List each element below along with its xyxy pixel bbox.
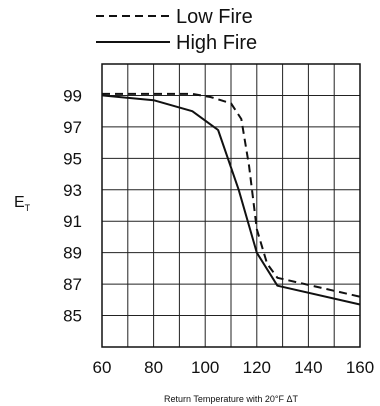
- series-line-low-fire: [102, 92, 361, 298]
- series-layer: [101, 92, 361, 306]
- y-tick-label: 95: [63, 149, 82, 168]
- legend: Low Fire High Fire: [96, 6, 257, 54]
- y-tick-label: 93: [63, 181, 82, 200]
- y-axis-label: ET: [14, 194, 31, 213]
- legend-label: Low Fire: [176, 6, 253, 28]
- y-tick-label: 91: [63, 212, 82, 231]
- y-axis-label-subscript: T: [25, 203, 31, 213]
- x-tick-label: 120: [243, 358, 271, 377]
- plot-frame: [101, 63, 361, 348]
- grid: [102, 64, 360, 347]
- y-tick-label: 89: [63, 244, 82, 263]
- x-tick-label: 60: [93, 358, 112, 377]
- x-tick-label: 160: [346, 358, 374, 377]
- y-tick-label: 87: [63, 275, 82, 294]
- legend-label: High Fire: [176, 32, 257, 54]
- x-tick-label: 100: [191, 358, 219, 377]
- y-axis-label-main: E: [14, 194, 25, 211]
- y-tick-label: 99: [63, 86, 82, 105]
- tick-labels: 60 80 100 120 140 160 85 87 89 91 93 95 97 99: [63, 86, 374, 377]
- x-axis-label: Return Temperature with 20°F ΔT: [164, 394, 299, 404]
- x-tick-label: 140: [294, 358, 322, 377]
- y-tick-label: 85: [63, 307, 82, 326]
- y-tick-label: 97: [63, 118, 82, 137]
- series-line-high-fire: [101, 94, 361, 306]
- x-tick-label: 80: [144, 358, 163, 377]
